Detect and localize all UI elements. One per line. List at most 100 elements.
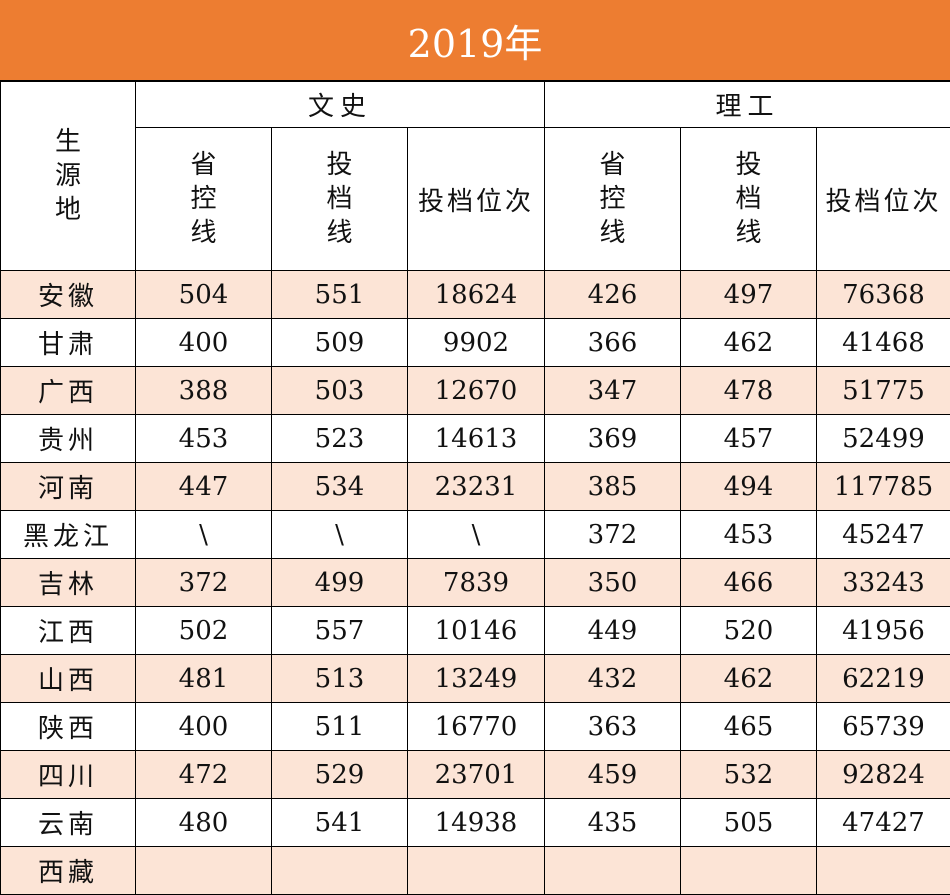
value-cell: 457	[681, 415, 817, 463]
region-cell: 广西	[1, 367, 136, 415]
value-cell: 12670	[408, 367, 545, 415]
value-cell: 453	[681, 511, 817, 559]
value-cell: 117785	[817, 463, 950, 511]
region-cell: 云南	[1, 799, 136, 847]
value-cell	[545, 847, 681, 895]
value-cell: 534	[272, 463, 408, 511]
value-cell: 465	[681, 703, 817, 751]
value-cell: \	[272, 511, 408, 559]
region-cell: 安徽	[1, 271, 136, 319]
header-col-label: 省控线	[597, 148, 628, 250]
value-cell	[817, 847, 950, 895]
value-cell: 509	[272, 319, 408, 367]
value-cell: 551	[272, 271, 408, 319]
value-cell: 426	[545, 271, 681, 319]
header-col-wen-admission-rank: 投档位次	[408, 128, 545, 271]
header-group-wenshi-label: 文史	[308, 92, 372, 122]
value-cell: 505	[681, 799, 817, 847]
value-cell: 497	[681, 271, 817, 319]
value-cell: 557	[272, 607, 408, 655]
value-cell: 350	[545, 559, 681, 607]
header-col-wen-admission-line: 投档线	[272, 128, 408, 271]
value-cell: \	[136, 511, 272, 559]
value-cell: 47427	[817, 799, 950, 847]
region-cell: 甘肃	[1, 319, 136, 367]
value-cell: 51775	[817, 367, 950, 415]
value-cell: 23701	[408, 751, 545, 799]
value-cell	[408, 847, 545, 895]
value-cell: 400	[136, 319, 272, 367]
value-cell	[272, 847, 408, 895]
value-cell: 33243	[817, 559, 950, 607]
header-col-label: 省控线	[188, 148, 219, 250]
value-cell: 462	[681, 319, 817, 367]
value-cell: 432	[545, 655, 681, 703]
value-cell: 400	[136, 703, 272, 751]
header-col-label: 投档线	[324, 148, 355, 250]
table-title-bar: 2019年	[0, 0, 950, 81]
value-cell: 41956	[817, 607, 950, 655]
region-cell: 四川	[1, 751, 136, 799]
value-cell: 529	[272, 751, 408, 799]
value-cell: 7839	[408, 559, 545, 607]
value-cell: 499	[272, 559, 408, 607]
value-cell: 513	[272, 655, 408, 703]
header-origin-label: 生源地	[52, 125, 83, 227]
header-col-wen-provincial-line: 省控线	[136, 128, 272, 271]
value-cell: 523	[272, 415, 408, 463]
value-cell: 480	[136, 799, 272, 847]
value-cell: 532	[681, 751, 817, 799]
value-cell: 14613	[408, 415, 545, 463]
region-cell: 陕西	[1, 703, 136, 751]
value-cell: 366	[545, 319, 681, 367]
region-cell: 吉林	[1, 559, 136, 607]
value-cell: 503	[272, 367, 408, 415]
header-group-ligong: 理工	[545, 82, 950, 128]
header-col-label: 投档位次	[418, 187, 534, 217]
value-cell: 459	[545, 751, 681, 799]
value-cell: 541	[272, 799, 408, 847]
value-cell: 372	[136, 559, 272, 607]
value-cell: 462	[681, 655, 817, 703]
region-cell: 贵州	[1, 415, 136, 463]
value-cell	[681, 847, 817, 895]
header-group-ligong-label: 理工	[715, 92, 779, 122]
header-origin: 生源地	[1, 82, 136, 271]
table-title: 2019年	[408, 13, 543, 68]
header-col-label: 投档位次	[825, 187, 941, 217]
value-cell: 447	[136, 463, 272, 511]
value-cell: 41468	[817, 319, 950, 367]
header-col-li-admission-rank: 投档位次	[817, 128, 950, 271]
value-cell: \	[408, 511, 545, 559]
value-cell: 92824	[817, 751, 950, 799]
value-cell: 9902	[408, 319, 545, 367]
value-cell: 435	[545, 799, 681, 847]
value-cell: 52499	[817, 415, 950, 463]
value-cell	[136, 847, 272, 895]
value-cell: 481	[136, 655, 272, 703]
value-cell: 511	[272, 703, 408, 751]
value-cell: 76368	[817, 271, 950, 319]
value-cell: 45247	[817, 511, 950, 559]
value-cell: 23231	[408, 463, 545, 511]
header-col-li-admission-line: 投档线	[681, 128, 817, 271]
value-cell: 13249	[408, 655, 545, 703]
value-cell: 372	[545, 511, 681, 559]
value-cell: 502	[136, 607, 272, 655]
region-cell: 西藏	[1, 847, 136, 895]
value-cell: 453	[136, 415, 272, 463]
region-cell: 山西	[1, 655, 136, 703]
value-cell: 16770	[408, 703, 545, 751]
